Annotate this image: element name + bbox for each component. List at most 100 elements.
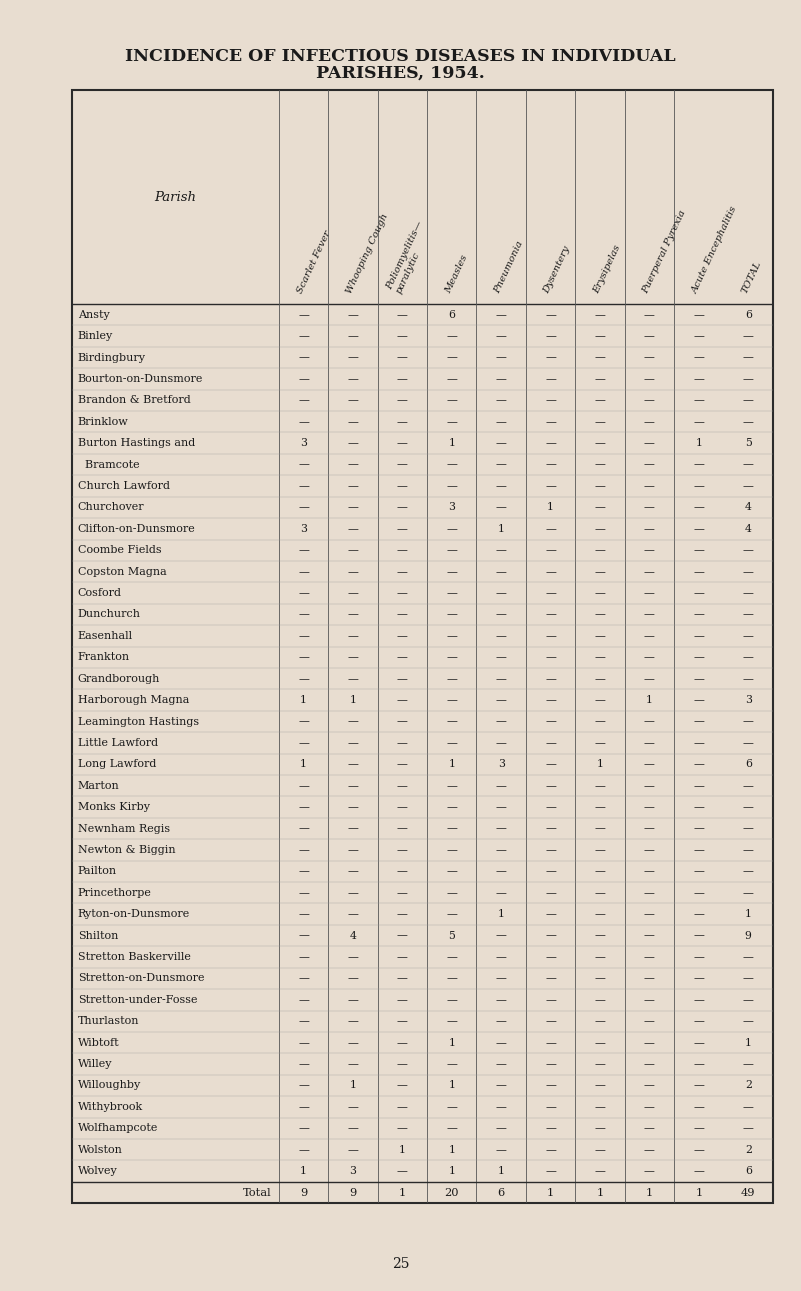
Text: —: —: [348, 717, 358, 727]
Text: 1: 1: [449, 1166, 455, 1176]
Text: —: —: [496, 332, 507, 341]
Text: —: —: [446, 631, 457, 640]
Text: —: —: [397, 781, 408, 790]
Text: —: —: [545, 524, 556, 534]
Text: —: —: [496, 717, 507, 727]
Text: —: —: [644, 524, 655, 534]
Text: —: —: [743, 332, 754, 341]
Text: —: —: [298, 931, 309, 941]
Text: —: —: [545, 652, 556, 662]
Text: —: —: [545, 1166, 556, 1176]
Text: —: —: [298, 909, 309, 919]
Text: —: —: [348, 951, 358, 962]
Text: —: —: [545, 1123, 556, 1133]
Text: 1: 1: [349, 695, 356, 705]
Text: 20: 20: [445, 1188, 459, 1198]
Text: —: —: [446, 417, 457, 427]
Text: Monks Kirby: Monks Kirby: [78, 802, 150, 812]
Text: —: —: [545, 482, 556, 491]
Text: —: —: [644, 951, 655, 962]
Text: —: —: [545, 1081, 556, 1091]
Text: —: —: [694, 695, 704, 705]
Text: Willey: Willey: [78, 1059, 112, 1069]
Text: —: —: [348, 846, 358, 855]
Text: —: —: [298, 951, 309, 962]
Text: —: —: [644, 1038, 655, 1047]
Text: Harborough Magna: Harborough Magna: [78, 695, 189, 705]
Text: Parish: Parish: [155, 191, 196, 204]
Text: —: —: [298, 567, 309, 577]
Text: —: —: [446, 332, 457, 341]
Text: —: —: [743, 674, 754, 684]
Text: —: —: [545, 1016, 556, 1026]
Text: —: —: [298, 888, 309, 897]
Text: —: —: [594, 781, 606, 790]
Text: 1: 1: [300, 759, 307, 769]
Text: —: —: [446, 395, 457, 405]
Text: —: —: [594, 1166, 606, 1176]
Text: —: —: [496, 674, 507, 684]
Text: Pailton: Pailton: [78, 866, 117, 877]
Text: —: —: [545, 609, 556, 620]
Text: —: —: [644, 931, 655, 941]
Text: —: —: [397, 567, 408, 577]
Text: —: —: [644, 738, 655, 747]
Text: Bourton-on-Dunsmore: Bourton-on-Dunsmore: [78, 374, 203, 383]
Text: —: —: [496, 738, 507, 747]
Text: —: —: [594, 973, 606, 984]
Text: —: —: [545, 781, 556, 790]
Text: —: —: [694, 1166, 704, 1176]
Text: —: —: [348, 609, 358, 620]
Text: 2: 2: [745, 1145, 752, 1154]
Text: —: —: [594, 824, 606, 834]
Text: —: —: [397, 589, 408, 598]
Text: —: —: [743, 738, 754, 747]
Text: —: —: [594, 545, 606, 555]
Text: Thurlaston: Thurlaston: [78, 1016, 139, 1026]
Text: —: —: [644, 460, 655, 470]
Text: —: —: [743, 824, 754, 834]
Text: —: —: [694, 1059, 704, 1069]
Text: —: —: [644, 1081, 655, 1091]
Text: —: —: [496, 802, 507, 812]
Text: —: —: [594, 589, 606, 598]
Text: —: —: [397, 846, 408, 855]
Text: 1: 1: [399, 1188, 406, 1198]
Text: —: —: [644, 352, 655, 363]
Text: —: —: [446, 524, 457, 534]
Text: 9: 9: [349, 1188, 356, 1198]
Text: —: —: [743, 567, 754, 577]
Text: —: —: [496, 931, 507, 941]
Text: —: —: [545, 417, 556, 427]
Text: —: —: [298, 332, 309, 341]
Text: —: —: [348, 438, 358, 448]
Text: —: —: [545, 332, 556, 341]
Text: —: —: [348, 352, 358, 363]
Text: —: —: [496, 1103, 507, 1112]
Text: —: —: [594, 1123, 606, 1133]
Text: 1: 1: [597, 1188, 604, 1198]
Text: —: —: [545, 310, 556, 320]
Text: —: —: [694, 589, 704, 598]
Text: 1: 1: [745, 909, 752, 919]
Text: —: —: [594, 524, 606, 534]
Text: —: —: [397, 310, 408, 320]
Text: 1: 1: [695, 438, 702, 448]
Text: 3: 3: [300, 524, 307, 534]
Text: —: —: [694, 738, 704, 747]
Text: Easenhall: Easenhall: [78, 631, 133, 640]
Text: —: —: [496, 589, 507, 598]
Text: —: —: [644, 438, 655, 448]
Text: 6: 6: [449, 310, 455, 320]
Text: —: —: [397, 931, 408, 941]
Text: —: —: [298, 631, 309, 640]
Text: —: —: [743, 395, 754, 405]
Text: —: —: [496, 352, 507, 363]
Text: Willoughby: Willoughby: [78, 1081, 141, 1091]
Text: —: —: [545, 374, 556, 383]
Text: —: —: [298, 802, 309, 812]
Text: 9: 9: [300, 1188, 307, 1198]
Text: 4: 4: [349, 931, 356, 941]
Text: —: —: [348, 502, 358, 513]
Text: —: —: [348, 781, 358, 790]
